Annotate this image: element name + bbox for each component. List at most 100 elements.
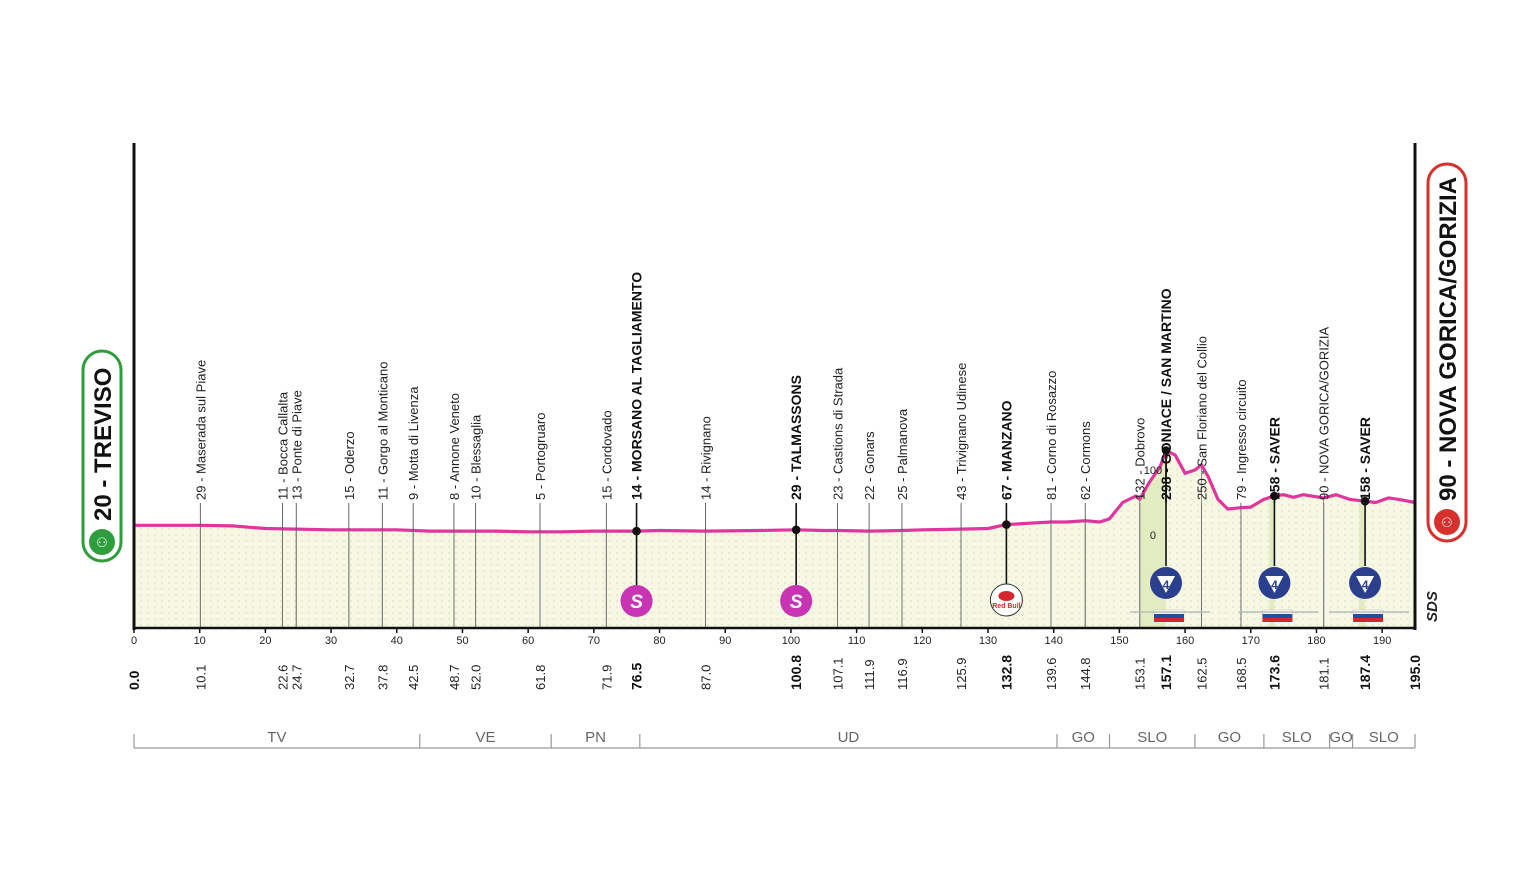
x-tick-label: 30 xyxy=(325,635,337,647)
kom-triangle xyxy=(1157,576,1176,593)
waypoint-label: 14 - Rivignano xyxy=(699,416,714,500)
waypoint-km-label: 157.1 xyxy=(1158,655,1174,690)
waypoint-label: 15 - Cordovado xyxy=(599,410,614,500)
start-bike-icon: ⚇ xyxy=(96,535,108,550)
x-tick-label: 180 xyxy=(1307,635,1325,647)
start-badge xyxy=(81,349,123,563)
waypoint-label: 23 - Castions di Strada xyxy=(831,367,846,500)
waypoint-label: 29 - TALMASSONS xyxy=(788,375,804,500)
waypoint-km-label: 173.6 xyxy=(1266,655,1282,690)
profile-line xyxy=(134,448,1416,534)
profile-area-fill xyxy=(134,450,1415,628)
waypoint-label: 10 - Blessaglia xyxy=(469,414,484,500)
waypoint-label: 14 - MORSANO AL TAGLIAMENTO xyxy=(629,272,645,500)
x-tick-label: 170 xyxy=(1242,635,1260,647)
waypoint-km-label: 116.9 xyxy=(895,658,910,690)
waypoint-km-label: 48.7 xyxy=(447,665,462,690)
flag-stripe-blue xyxy=(1154,614,1185,618)
waypoint-label: 158 - SAVER xyxy=(1266,417,1282,500)
flag-stripe-blue xyxy=(1353,614,1384,618)
waypoint-label: 25 - Palmanova xyxy=(895,408,910,500)
x-tick-label: 80 xyxy=(653,635,665,647)
x-tick-label: 190 xyxy=(1373,635,1391,647)
waypoint-lines-layer xyxy=(199,446,1370,628)
waypoint-km-label: 187.4 xyxy=(1357,655,1373,690)
profile-area-layer: 100 0 xyxy=(134,448,1416,628)
x-tick-label: 60 xyxy=(522,635,534,647)
x-tick-label: 0 xyxy=(131,635,137,647)
kom-marker-symbol: 4 xyxy=(1271,578,1278,592)
waypoint-km-label: 24.7 xyxy=(289,665,304,690)
waypoint-label: 22 - Gonars xyxy=(862,431,877,500)
province-label: GO xyxy=(1072,729,1095,746)
axes-layer: 0 10 20 30 40 50 60 70 80 90 100 110 120 130 140 150 160… xyxy=(131,143,1417,647)
province-label: TV xyxy=(267,729,286,746)
kom-triangle xyxy=(1265,576,1284,593)
x-tick-label: 90 xyxy=(719,635,731,647)
province-bar-layer: TV VE PN UD GO SLO GO SLO GO SLO xyxy=(133,729,1416,749)
province-label: GO xyxy=(1218,729,1241,746)
waypoint-km-label: 76.5 xyxy=(629,663,645,690)
province-label: SLO xyxy=(1282,729,1312,746)
waypoint-km-label: 107.1 xyxy=(831,657,846,690)
flag-stripe-blue xyxy=(1262,614,1293,618)
x-tick-label: 120 xyxy=(913,635,931,647)
start-finish-badges-layer: ⚇ 20 - TREVISO ⚇ 90 - NOVA GORICA/GORIZIA xyxy=(81,162,1468,563)
province-label: PN xyxy=(585,729,606,746)
sprint-marker xyxy=(620,585,653,617)
waypoint-label: 81 - Corno di Rosazzo xyxy=(1044,371,1059,500)
flag-stripe-red xyxy=(1262,618,1293,622)
waypoint-km-label: 10.1 xyxy=(193,665,208,690)
y-tick-label: 0 xyxy=(1150,530,1156,542)
x-tick-label: 100 xyxy=(782,635,800,647)
km-labels-layer: 0.0 10.1 22.624.7 32.7 37.8 42.5 48.7 52.0 61.8 7… xyxy=(126,655,1423,690)
waypoint-label: 90 - NOVA GORICA/GORIZIA xyxy=(1317,327,1332,500)
kom-marker-symbol: 4 xyxy=(1163,578,1170,592)
waypoint-km-label: 144.8 xyxy=(1078,657,1093,690)
waypoint-km-label: 61.8 xyxy=(533,665,548,690)
waypoint-km-label: 181.1 xyxy=(1317,657,1332,690)
waypoint-km-label: 52.0 xyxy=(469,665,484,690)
x-tick-label: 20 xyxy=(259,635,271,647)
waypoint-label: 5 - Portogruaro xyxy=(533,413,548,500)
redbull-marker-text: Red Bull xyxy=(992,603,1020,610)
waypoint-km-label: 139.6 xyxy=(1044,657,1059,690)
redbull-logo-shape xyxy=(998,591,1015,601)
x-tick-label: 110 xyxy=(848,635,866,647)
waypoint-km-label: 195.0 xyxy=(1407,655,1423,690)
kom-triangle xyxy=(1356,576,1375,593)
waypoint-label: 67 - MANZANO xyxy=(998,400,1014,500)
waypoint-label: 250 - San Floriano del Collio xyxy=(1195,336,1210,500)
x-tick-label: 140 xyxy=(1045,635,1063,647)
markers-layer: S S Red Bull 4 4 4 SDS xyxy=(620,450,1441,622)
province-label: GO xyxy=(1329,729,1352,746)
waypoint-km-label: 32.7 xyxy=(342,665,357,690)
waypoint-label: 298 - GONIACE / SAN MARTINO xyxy=(1158,288,1174,500)
flag-stripe-red xyxy=(1353,618,1384,622)
waypoint-label: 11 - Bocca Callalta xyxy=(275,391,290,500)
x-tick-label: 70 xyxy=(588,635,600,647)
province-label: SLO xyxy=(1137,729,1167,746)
waypoint-label: 9 - Motta di Livenza xyxy=(406,386,421,500)
province-label: VE xyxy=(475,729,495,746)
waypoint-label: 158 - SAVER xyxy=(1357,417,1373,500)
waypoint-km-label: 111.9 xyxy=(862,659,877,690)
province-label: SLO xyxy=(1369,729,1399,746)
waypoint-label: 11 - Gorgo al Monticano xyxy=(375,362,390,501)
waypoint-label: 29 - Maserada sul Piave xyxy=(193,360,208,500)
x-tick-label: 160 xyxy=(1176,635,1194,647)
waypoint-km-label: 125.9 xyxy=(954,657,969,690)
climb-shade-3 xyxy=(1359,500,1366,628)
waypoint-label: 8 - Annone Veneto xyxy=(447,393,462,500)
brand-label: SDS xyxy=(1424,591,1441,622)
waypoint-km-label: 0.0 xyxy=(126,670,142,690)
start-bike-circle xyxy=(89,529,115,555)
sprint-marker-symbol: S xyxy=(790,592,803,613)
finish-bike-icon: ⚇ xyxy=(1441,515,1453,530)
waypoint-km-label: 37.8 xyxy=(375,665,390,690)
x-tick-label: 10 xyxy=(194,635,206,647)
waypoint-label: 15 - Oderzo xyxy=(342,431,357,500)
waypoint-km-label: 100.8 xyxy=(788,655,804,690)
flag-stripe-red xyxy=(1154,618,1185,622)
